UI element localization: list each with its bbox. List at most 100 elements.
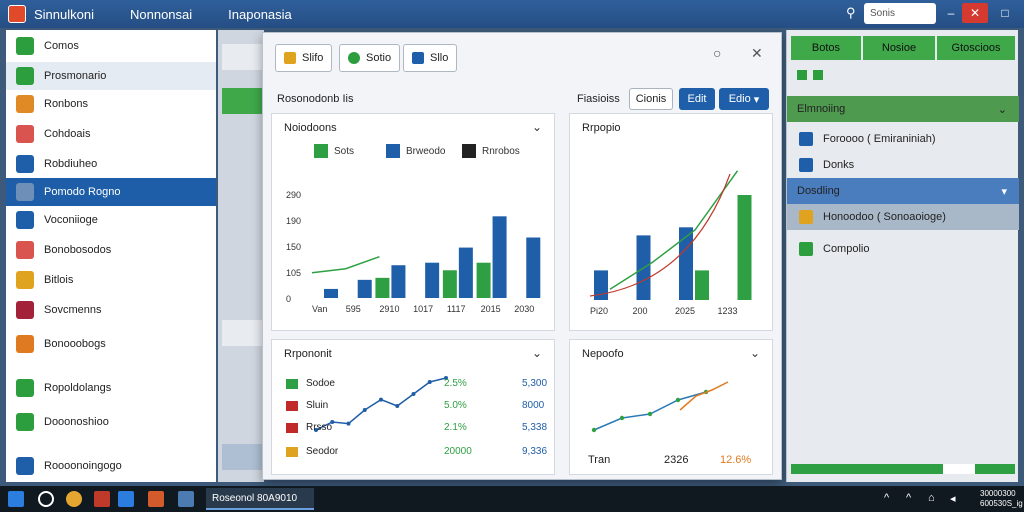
close-window-button[interactable]: ✕: [962, 3, 988, 23]
section-header-2[interactable]: Dosdling ▾: [787, 178, 1019, 204]
arrow-icon: [799, 132, 813, 146]
tab-label: Sotio: [366, 52, 392, 64]
sidebar-item-4[interactable]: Cohdoais: [6, 120, 216, 148]
table-row[interactable]: Sodoe 2.5% 5,300: [284, 374, 554, 396]
sidebar-item-10[interactable]: Sovcmenns: [6, 296, 216, 324]
sidebar-item-5[interactable]: Robdiuheo: [6, 150, 216, 178]
dropdown-button[interactable]: Edio ▾: [719, 88, 769, 110]
sidebar-item-3[interactable]: Ronbons: [6, 90, 216, 118]
gift-icon: [16, 271, 34, 289]
y-tick-label: 290: [286, 190, 301, 200]
envelope-icon: [16, 335, 34, 353]
line-point: [362, 408, 367, 412]
panel-item[interactable]: Honoodoo ( Sonoaoioge): [787, 204, 1019, 230]
app-icon[interactable]: [178, 491, 194, 507]
start-icon[interactable]: [8, 491, 24, 507]
close-circle-icon: [16, 413, 34, 431]
close-icon: [799, 158, 813, 172]
app-icon[interactable]: [94, 491, 110, 507]
title-tab-3[interactable]: Inaponasia: [228, 6, 292, 22]
speaker-icon[interactable]: ◂: [950, 493, 956, 505]
toolbar-right-label: Fiasioiss: [577, 93, 620, 105]
sidebar-item-label: Roooonoingogo: [44, 460, 122, 472]
row-pct: 2.5%: [444, 378, 467, 389]
chevron-down-icon[interactable]: ⌄: [749, 346, 760, 360]
search-icon[interactable]: ⚲: [846, 5, 856, 20]
legend-swatch: [462, 144, 476, 158]
bar-green: [695, 270, 709, 300]
green-square-icon: [16, 37, 34, 55]
chevron-down-icon: ▾: [1001, 185, 1007, 198]
clock-date[interactable]: 600530S_ig: [980, 499, 1023, 508]
sidebar-item-8[interactable]: Bonobosodos: [6, 236, 216, 264]
right-tab-2[interactable]: Nosioe: [863, 36, 935, 60]
window-tab-2[interactable]: Sotio: [339, 44, 401, 72]
app-icon[interactable]: [148, 491, 164, 507]
sidebar-item-6[interactable]: Pomodo Rogno: [6, 178, 216, 206]
right-panel: Botos Nosioe Gtoscioos Elmnoiing ⌄ Forooo…: [786, 30, 1019, 482]
sidebar-item-9[interactable]: Bitlois: [6, 266, 216, 294]
bar-chart-2: Pi20 200 2025 1233: [589, 170, 752, 316]
tray-chevron-icon[interactable]: ^: [884, 492, 890, 504]
sidebar-item-label: Bonooobogs: [44, 338, 106, 350]
right-tab-3[interactable]: Gtoscioos: [937, 36, 1015, 60]
tab-label: Sllo: [430, 52, 449, 64]
panel-item[interactable]: Donks: [787, 152, 1019, 178]
footer-value: 2326: [664, 454, 689, 466]
tab-icon: [284, 52, 296, 64]
network-icon[interactable]: ⌂: [928, 492, 935, 504]
sidebar-item-14[interactable]: Roooonoingogo: [6, 452, 216, 480]
sidebar-item-13[interactable]: Dooonoshioo: [6, 408, 216, 436]
edit-button[interactable]: Edit: [679, 88, 715, 110]
y-tick-label: 105: [286, 268, 301, 278]
sidebar-item-11[interactable]: Bonooobogs: [6, 330, 216, 358]
sidebar-item-2[interactable]: Prosmonario: [6, 62, 216, 90]
cancel-button[interactable]: Cionis: [629, 88, 673, 110]
sidebar-item-label: Robdiuheo: [44, 158, 98, 170]
row-value: 5,300: [522, 378, 548, 389]
restore-icon[interactable]: ○: [713, 45, 722, 61]
app-logo-icon: [8, 5, 26, 23]
bar-blue: [526, 237, 541, 298]
shield-icon: [16, 301, 34, 319]
window-tab-3[interactable]: Sllo: [403, 44, 458, 72]
sidebar-item-12[interactable]: Ropoldolangs: [6, 374, 216, 402]
window-tab-1[interactable]: Slifo: [275, 44, 333, 72]
chevron-down-icon[interactable]: ⌄: [531, 346, 542, 360]
table-row[interactable]: Rrsso 2.1% 5,338: [284, 418, 554, 440]
bar-blue: [594, 270, 608, 300]
search-icon[interactable]: [38, 491, 54, 507]
chevron-down-icon[interactable]: ⌄: [531, 120, 542, 134]
card-title: Rrpopio: [582, 122, 621, 134]
legend-item: Sots: [314, 144, 354, 158]
refresh-icon: [16, 379, 34, 397]
app-icon[interactable]: [118, 491, 134, 507]
title-tab-2[interactable]: Nonnonsai: [130, 6, 193, 22]
line-point: [379, 397, 383, 402]
panel-item[interactable]: Foroooo ( Emiraniniah): [787, 126, 1019, 152]
row-icon: [286, 379, 298, 389]
sidebar-item-label: Ropoldolangs: [44, 382, 112, 394]
sidebar-item-label: Bonobosodos: [44, 244, 112, 256]
maximize-button[interactable]: □: [1001, 6, 1009, 20]
x-tick-label: 2025: [675, 306, 695, 316]
right-tab-1[interactable]: Botos: [791, 36, 861, 60]
panel-item[interactable]: Compolio: [787, 236, 1019, 262]
table-row[interactable]: Sluin 5.0% 8000: [284, 396, 554, 418]
check-icon: [799, 242, 813, 256]
taskbar-app-button[interactable]: Roseonol 80A9010: [206, 488, 314, 510]
tray-icon[interactable]: ^: [906, 492, 912, 504]
background-panel: [218, 30, 264, 482]
sidebar-item-1[interactable]: Comos: [6, 32, 216, 60]
database-icon: [16, 211, 34, 229]
table-row[interactable]: Seodor 20000 9,336: [284, 442, 554, 464]
legend-swatch: [314, 144, 328, 158]
sidebar-item-7[interactable]: Voconiioge: [6, 206, 216, 234]
minimize-button[interactable]: –: [947, 6, 955, 20]
close-icon[interactable]: ✕: [751, 45, 763, 61]
title-tab-1[interactable]: Sinnulkoni: [34, 6, 94, 22]
browser-icon[interactable]: [66, 491, 82, 507]
clock-time[interactable]: 30000300: [980, 489, 1016, 498]
search-input[interactable]: Sonis: [864, 3, 936, 24]
section-header-1[interactable]: Elmnoiing ⌄: [787, 96, 1019, 122]
